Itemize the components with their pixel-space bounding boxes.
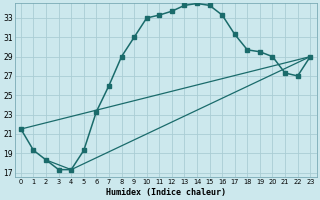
X-axis label: Humidex (Indice chaleur): Humidex (Indice chaleur) [106, 188, 226, 197]
